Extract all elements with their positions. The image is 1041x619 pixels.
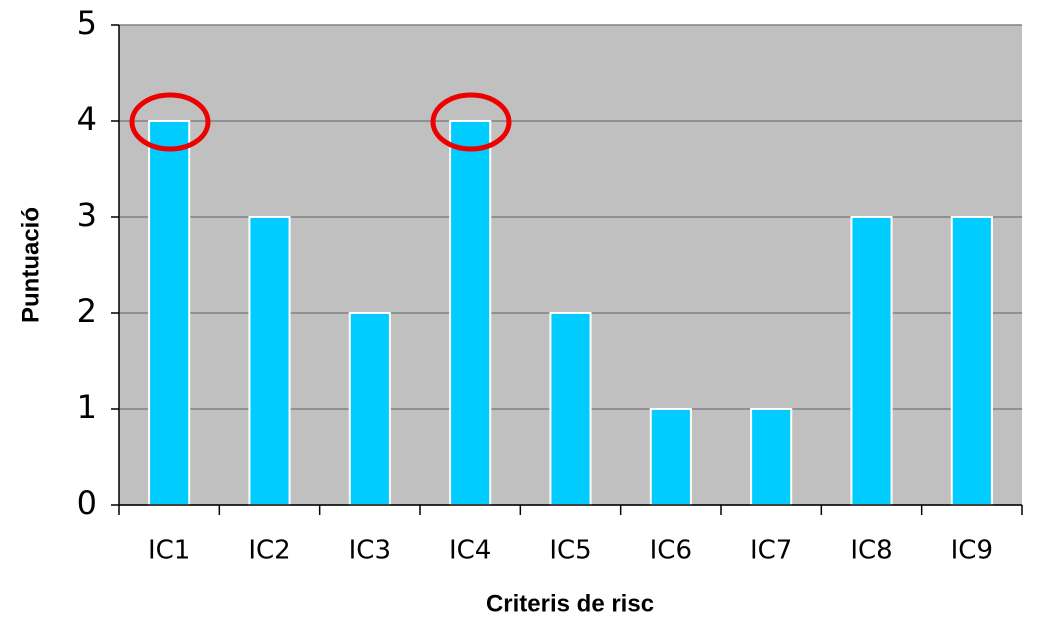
x-tick-label: IC4 bbox=[449, 536, 491, 566]
x-axis-title: Criteris de risc bbox=[486, 590, 654, 617]
bar bbox=[449, 120, 492, 506]
y-tick-label: 3 bbox=[77, 196, 97, 234]
bar bbox=[549, 312, 592, 506]
y-tick-label: 4 bbox=[77, 100, 97, 138]
x-tick-label: IC8 bbox=[850, 536, 892, 566]
bar bbox=[950, 216, 993, 506]
highlight-circle bbox=[430, 92, 512, 152]
x-tick-label: IC6 bbox=[650, 536, 692, 566]
bar bbox=[148, 120, 191, 506]
x-tick-label: IC1 bbox=[148, 536, 190, 566]
bar bbox=[750, 408, 793, 506]
y-tick-label: 0 bbox=[77, 484, 97, 522]
bar bbox=[649, 408, 692, 506]
x-tick-label: IC7 bbox=[750, 536, 792, 566]
bar bbox=[248, 216, 291, 506]
highlight-circle bbox=[129, 92, 211, 152]
x-tick-label: IC9 bbox=[951, 536, 993, 566]
y-tick-label: 2 bbox=[77, 292, 97, 330]
bar bbox=[348, 312, 391, 506]
y-tick-label: 1 bbox=[77, 388, 97, 426]
x-tick-label: IC2 bbox=[248, 536, 290, 566]
y-tick-label: 5 bbox=[77, 4, 97, 42]
x-tick-label: IC3 bbox=[349, 536, 391, 566]
bar bbox=[850, 216, 893, 506]
y-axis-title: Puntuació bbox=[17, 207, 44, 323]
x-tick-label: IC5 bbox=[549, 536, 591, 566]
